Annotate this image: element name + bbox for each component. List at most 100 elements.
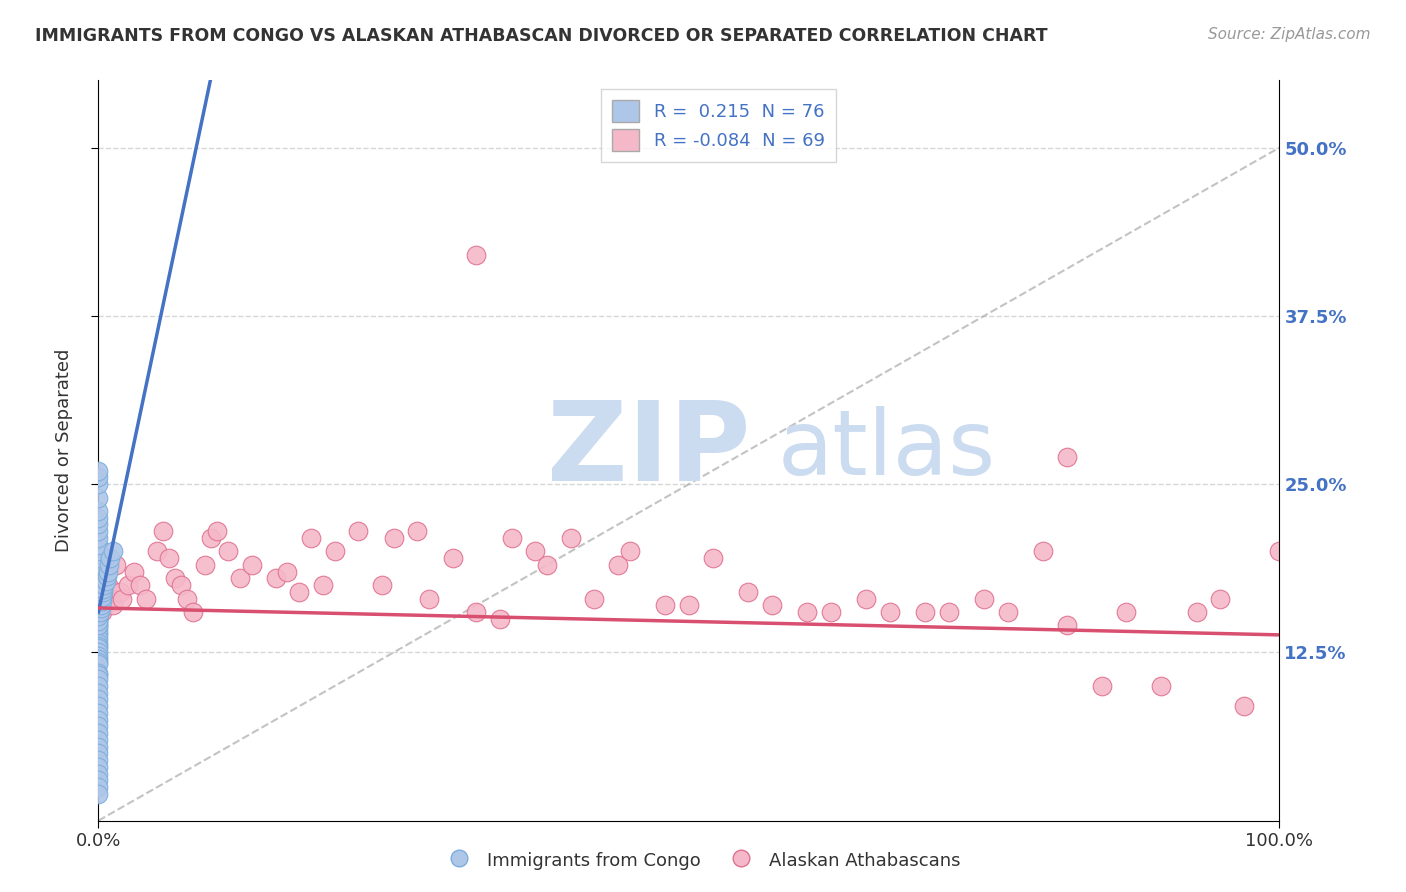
Point [91, 584, 114, 599]
Point [87, 657, 110, 672]
Point [87, 551, 110, 566]
Point [87, 591, 110, 606]
Point [323, 544, 346, 558]
Point [87, 760, 110, 774]
Point [820, 605, 842, 619]
Point [737, 584, 759, 599]
Point [418, 591, 440, 606]
Point [619, 544, 641, 558]
Point [87, 565, 110, 579]
Point [87, 679, 110, 693]
Point [87, 524, 110, 539]
Point [654, 599, 676, 613]
Point [441, 551, 464, 566]
Point [87, 686, 110, 700]
Point [93, 578, 115, 592]
Point [87, 652, 110, 666]
Point [299, 531, 322, 545]
Point [702, 551, 724, 566]
Point [465, 248, 488, 262]
Point [240, 558, 263, 572]
Point [1056, 618, 1078, 632]
Point [276, 565, 298, 579]
Point [501, 531, 523, 545]
Point [288, 584, 311, 599]
Point [1150, 679, 1173, 693]
Point [914, 605, 936, 619]
Point [87, 587, 110, 601]
Point [87, 618, 110, 632]
Point [87, 787, 110, 801]
Point [87, 766, 110, 780]
Text: IMMIGRANTS FROM CONGO VS ALASKAN ATHABASCAN DIVORCED OR SEPARATED CORRELATION CH: IMMIGRANTS FROM CONGO VS ALASKAN ATHABAS… [35, 27, 1047, 45]
Point [678, 599, 700, 613]
Point [176, 591, 198, 606]
Point [93, 599, 115, 613]
Point [87, 655, 110, 669]
Point [94, 574, 117, 588]
Point [87, 464, 110, 478]
Point [1268, 544, 1291, 558]
Point [855, 591, 877, 606]
Point [87, 504, 110, 518]
Point [264, 571, 287, 585]
Point [406, 524, 429, 539]
Point [312, 578, 335, 592]
Point [489, 612, 512, 626]
Point [87, 591, 110, 606]
Point [560, 531, 582, 545]
Text: atlas: atlas [778, 407, 995, 494]
Point [152, 524, 174, 539]
Point [87, 632, 110, 646]
Point [796, 605, 818, 619]
Point [128, 578, 150, 592]
Point [157, 551, 180, 566]
Point [217, 544, 239, 558]
Point [87, 558, 110, 572]
Point [94, 584, 117, 599]
Point [91, 605, 114, 619]
Point [607, 558, 630, 572]
Point [87, 538, 110, 552]
Point [87, 726, 110, 740]
Point [97, 565, 120, 579]
Point [347, 524, 370, 539]
Point [87, 477, 110, 491]
Point [98, 591, 121, 606]
Point [135, 591, 157, 606]
Point [101, 544, 124, 558]
Point [87, 645, 110, 659]
Point [91, 590, 114, 604]
Point [997, 605, 1019, 619]
Point [87, 732, 110, 747]
Point [165, 571, 187, 585]
Point [170, 578, 193, 592]
Point [105, 558, 128, 572]
Point [87, 605, 110, 619]
Point [89, 605, 111, 619]
Point [87, 612, 110, 626]
Point [1233, 699, 1256, 714]
Point [96, 568, 118, 582]
Point [938, 605, 960, 619]
Point [97, 578, 120, 592]
Point [87, 665, 110, 680]
Point [87, 641, 110, 656]
Point [181, 605, 204, 619]
Point [87, 615, 110, 629]
Point [87, 568, 110, 582]
Text: ZIP: ZIP [547, 397, 751, 504]
Point [87, 601, 110, 615]
Point [194, 558, 217, 572]
Point [87, 706, 110, 720]
Point [1209, 591, 1232, 606]
Point [382, 531, 405, 545]
Point [91, 594, 114, 608]
Point [973, 591, 995, 606]
Point [87, 773, 110, 788]
Point [87, 574, 110, 588]
Point [1056, 450, 1078, 465]
Text: Source: ZipAtlas.com: Source: ZipAtlas.com [1208, 27, 1371, 42]
Point [87, 491, 110, 505]
Point [524, 544, 547, 558]
